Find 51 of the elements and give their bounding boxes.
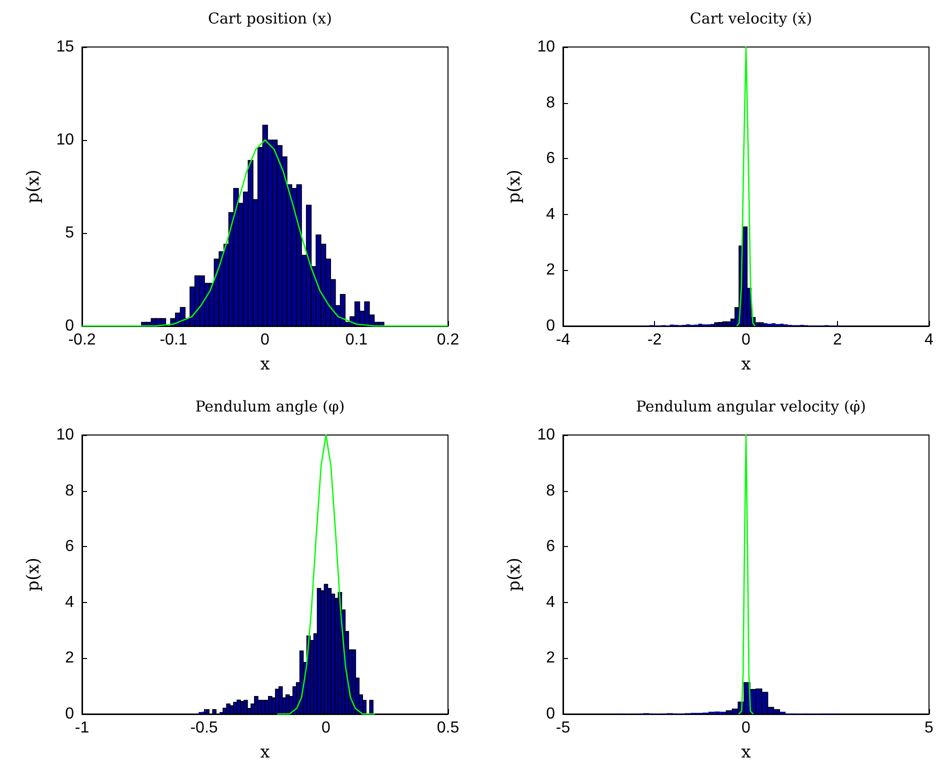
y-tick-label: 6 [546, 150, 556, 168]
x-tick-label: 0 [742, 720, 751, 736]
x-axis-title: x [260, 354, 270, 374]
x-tick-label: 0 [260, 332, 270, 348]
x-tick-label: -0.2 [68, 332, 96, 348]
chart-title: Pendulum angle (φ) [195, 398, 345, 416]
y-tick-label: 15 [56, 38, 74, 56]
x-tick-label: 0 [742, 332, 751, 348]
x-tick-label: -1 [74, 720, 90, 736]
y-tick-label: 10 [537, 38, 556, 56]
y-tick-label: 10 [537, 426, 556, 444]
y-tick-label: 5 [65, 224, 74, 242]
chart-title: Cart position (x) [208, 10, 332, 28]
chart-title: Cart velocity (ẋ) [690, 10, 812, 28]
y-axis-title: p(x) [504, 558, 524, 592]
y-tick-label: 2 [65, 650, 74, 667]
x-axis-title: x [741, 354, 752, 374]
y-tick-label: 2 [546, 650, 556, 667]
x-tick-label: -2 [647, 332, 662, 348]
y-tick-label: 8 [546, 482, 556, 500]
x-tick-label: 0.2 [436, 332, 460, 348]
y-tick-label: 8 [65, 482, 74, 500]
x-tick-label: 4 [924, 332, 934, 348]
y-tick-label: 2 [546, 262, 556, 279]
y-axis-title: p(x) [24, 558, 44, 592]
y-axis-title: p(x) [24, 170, 44, 204]
y-tick-label: 0 [65, 318, 74, 334]
x-axis-title: x [741, 742, 752, 762]
x-tick-label: -4 [556, 332, 570, 348]
x-tick-label: -5 [556, 720, 570, 736]
y-tick-label: 8 [546, 94, 556, 112]
y-tick-label: 0 [546, 318, 556, 334]
y-tick-label: 4 [546, 594, 556, 611]
x-tick-label: 0.1 [345, 332, 368, 348]
y-tick-label: 4 [546, 206, 556, 223]
y-tick-label: 4 [65, 594, 74, 611]
y-tick-label: 0 [546, 706, 556, 722]
x-tick-label: 0 [322, 720, 331, 736]
x-axis-title: x [260, 742, 270, 762]
x-tick-label: -0.5 [190, 720, 218, 736]
y-tick-label: 6 [65, 538, 74, 556]
y-tick-label: 10 [56, 426, 74, 444]
chart-title: Pendulum angular velocity (φ̇) [636, 398, 866, 416]
x-tick-label: 2 [833, 332, 842, 348]
y-tick-label: 6 [546, 538, 556, 556]
y-tick-label: 0 [65, 706, 74, 722]
x-tick-label: -0.1 [160, 332, 188, 348]
y-axis-title: p(x) [504, 170, 524, 204]
x-tick-label: 5 [924, 720, 934, 736]
x-tick-label: 0.5 [436, 720, 460, 736]
y-tick-label: 10 [56, 132, 74, 148]
